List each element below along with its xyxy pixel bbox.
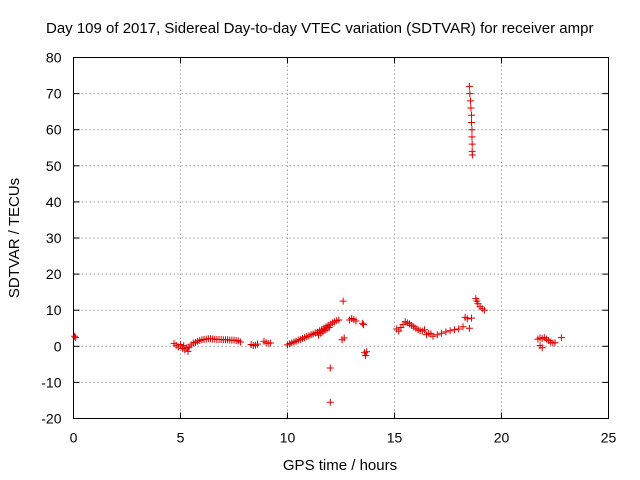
data-point-plus (466, 90, 474, 98)
data-point-plus (420, 326, 428, 334)
x-tick-label: 5 (177, 430, 185, 446)
grid (73, 57, 609, 419)
data-point-plus (266, 339, 274, 347)
data-point-plus (325, 324, 333, 332)
chart-title: Day 109 of 2017, Sidereal Day-to-day VTE… (46, 20, 593, 37)
y-axis-tick-labels: -20 -10 0 10 20 30 40 50 60 70 80 (41, 50, 61, 427)
data-point-plus (468, 111, 476, 119)
data-point-plus (463, 315, 471, 323)
data-point-plus (71, 332, 79, 340)
x-tick-label: 15 (387, 430, 403, 446)
data-point-plus (468, 126, 476, 134)
y-tick-label: 50 (46, 158, 62, 174)
x-tick-label: 20 (494, 430, 510, 446)
y-tick-label: 30 (46, 230, 62, 246)
data-point-plus (177, 340, 184, 348)
data-point-plus (450, 326, 458, 334)
data-point-plus (466, 97, 474, 105)
x-tick-label: 0 (70, 430, 78, 446)
data-point-plus (358, 319, 366, 327)
data-point-plus (468, 133, 476, 141)
y-tick-label: 70 (46, 86, 62, 102)
data-point-plus (468, 151, 476, 159)
data-point-plus (429, 332, 437, 340)
data-point-plus (254, 340, 262, 348)
x-axis-label: GPS time / hours (283, 457, 397, 474)
data-point-plus (465, 324, 473, 332)
y-axis-label: SDTVAR / TECUs (6, 178, 23, 298)
data-point-plus (72, 334, 80, 342)
data-point-plus (465, 82, 473, 90)
data-point-plus (438, 329, 446, 337)
y-tick-label: 80 (46, 50, 62, 66)
x-tick-label: 10 (280, 430, 296, 446)
data-point-plus (362, 352, 370, 360)
data-point-plus (395, 327, 403, 335)
data-point-plus (184, 347, 192, 355)
data-point-plus (551, 339, 559, 347)
data-point-plus (363, 348, 371, 356)
data-point-plus (340, 334, 348, 342)
y-tick-label: 60 (46, 122, 62, 138)
y-tick-label: 40 (46, 194, 62, 210)
data-point-plus (359, 321, 367, 329)
data-point-plus (433, 331, 441, 339)
data-point-plus (339, 297, 347, 305)
y-tick-label: -20 (41, 411, 61, 427)
data-point-plus (335, 316, 343, 324)
data-point-plus (326, 398, 334, 406)
data-point-plus (446, 327, 454, 335)
x-axis-tick-labels: 0 5 10 15 20 25 (70, 430, 617, 446)
axis-ticks (73, 57, 609, 419)
data-point-plus (459, 323, 467, 331)
y-tick-label: 20 (46, 266, 62, 282)
data-point-plus (557, 334, 565, 342)
y-tick-label: -10 (41, 374, 61, 390)
data-point-plus (480, 306, 488, 314)
y-tick-label: 10 (46, 302, 62, 318)
data-point-plus (326, 364, 334, 372)
data-point-plus (455, 325, 463, 333)
data-point-plus (352, 317, 360, 325)
data-point-plus (442, 328, 450, 336)
x-tick-label: 25 (601, 430, 617, 446)
data-points (71, 82, 565, 406)
data-point-plus (538, 344, 546, 352)
data-point-plus (236, 338, 244, 346)
data-point-plus (468, 118, 476, 126)
data-point-plus (468, 140, 476, 148)
y-tick-label: 0 (54, 338, 62, 354)
data-point-plus (468, 314, 476, 322)
data-point-plus (467, 104, 475, 112)
